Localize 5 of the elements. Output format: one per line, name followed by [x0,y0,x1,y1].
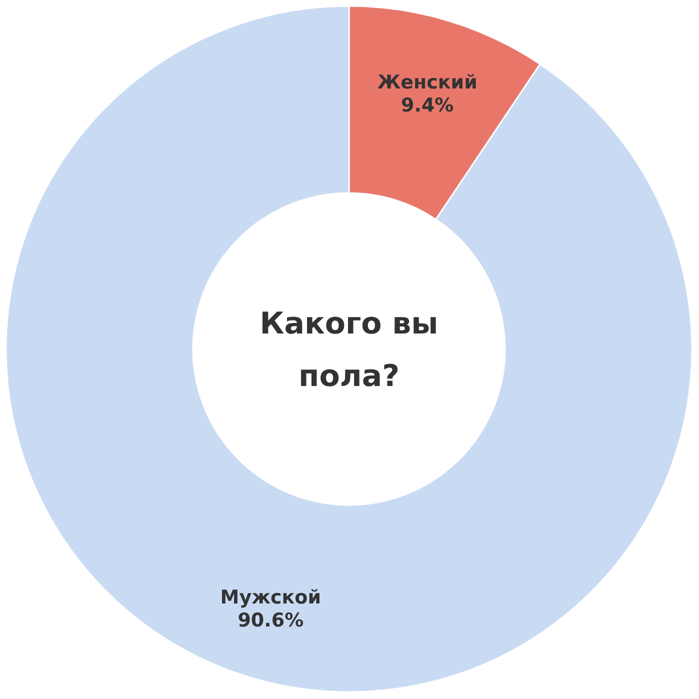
text: Какого вы пола? [260,306,438,394]
data-label: 90.6% [238,610,304,632]
data-label: 9.4% [401,94,454,116]
slice-label: Мужской [220,586,322,609]
slice-label: Женский [377,72,478,94]
